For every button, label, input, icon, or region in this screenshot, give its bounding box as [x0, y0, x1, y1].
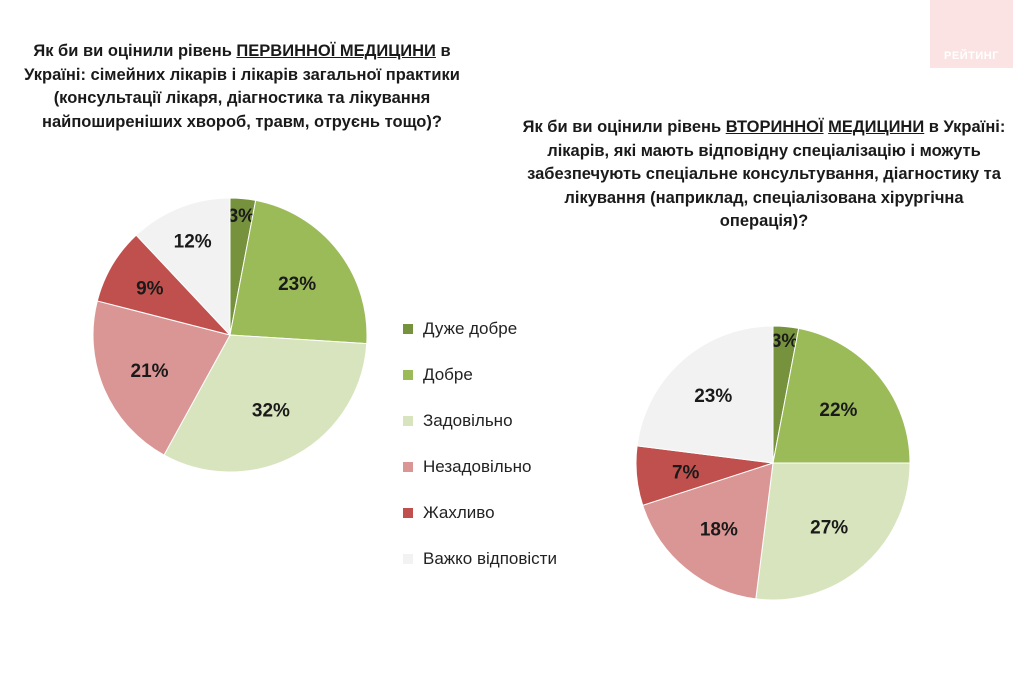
rating-logo-text: РЕЙТИНГ — [944, 50, 999, 62]
legend-label: Дуже добре — [423, 319, 518, 338]
legend-swatch — [403, 324, 413, 334]
chart-title-secondary-emphasis-1: ВТОРИННОЇ — [725, 118, 824, 136]
pie-chart-secondary: 3% 22% 27% 18% 7% 23% — [635, 325, 911, 601]
chart-title-primary-emphasis: ПЕРВИННОЇ МЕДИЦИНИ — [236, 42, 436, 60]
legend-label: Жахливо — [423, 503, 495, 522]
pie-primary-slice-label: 12% — [174, 232, 212, 253]
legend-swatch — [403, 462, 413, 472]
chart-title-secondary: Як би ви оцінили рівень ВТОРИННОЇ МЕДИЦИ… — [522, 118, 1006, 230]
pie-chart-primary: 3% 23% 32% 21% 9% 12% — [92, 197, 368, 473]
pie-secondary-slice-label: 7% — [672, 462, 700, 483]
legend-swatch — [403, 554, 413, 564]
pie-primary-slice-label: 23% — [278, 274, 316, 295]
pie-primary-slice-label: 32% — [252, 400, 290, 421]
pie-secondary-slice-label: 3% — [771, 331, 799, 352]
pie-primary-slice-label: 21% — [131, 361, 169, 382]
pie-primary-slice — [135, 197, 231, 337]
chart-title-primary: Як би ви оцінили рівень ПЕРВИННОЇ МЕДИЦИ… — [24, 42, 460, 131]
pie-secondary-slice — [636, 325, 774, 464]
legend-swatch — [403, 416, 413, 426]
rating-logo: РЕЙТИНГ — [930, 0, 1013, 68]
pie-primary-slice — [92, 300, 231, 456]
pie-secondary-slice — [755, 462, 911, 601]
pie-secondary-slice-label: 22% — [819, 400, 857, 421]
pie-secondary-slice — [772, 327, 911, 464]
legend-swatch — [403, 370, 413, 380]
pie-secondary-slice — [642, 462, 774, 600]
pie-primary-slice-label: 9% — [136, 279, 164, 300]
pie-primary-slice — [229, 199, 368, 345]
legend-label: Важко відповісти — [423, 549, 557, 568]
pie-primary-slice — [163, 334, 368, 473]
legend-label: Незадовільно — [423, 457, 532, 476]
legend-label: Задовільно — [423, 411, 513, 430]
pie-primary-slice-label: 3% — [228, 206, 256, 227]
chart-title-secondary-emphasis-2: МЕДИЦИНИ — [828, 118, 925, 136]
pie-secondary-slice-label: 27% — [810, 518, 848, 539]
pie-secondary-slice-label: 23% — [694, 386, 732, 407]
legend-label: Добре — [423, 365, 473, 384]
pie-secondary-slice-label: 18% — [700, 519, 738, 540]
legend-swatch — [403, 508, 413, 518]
